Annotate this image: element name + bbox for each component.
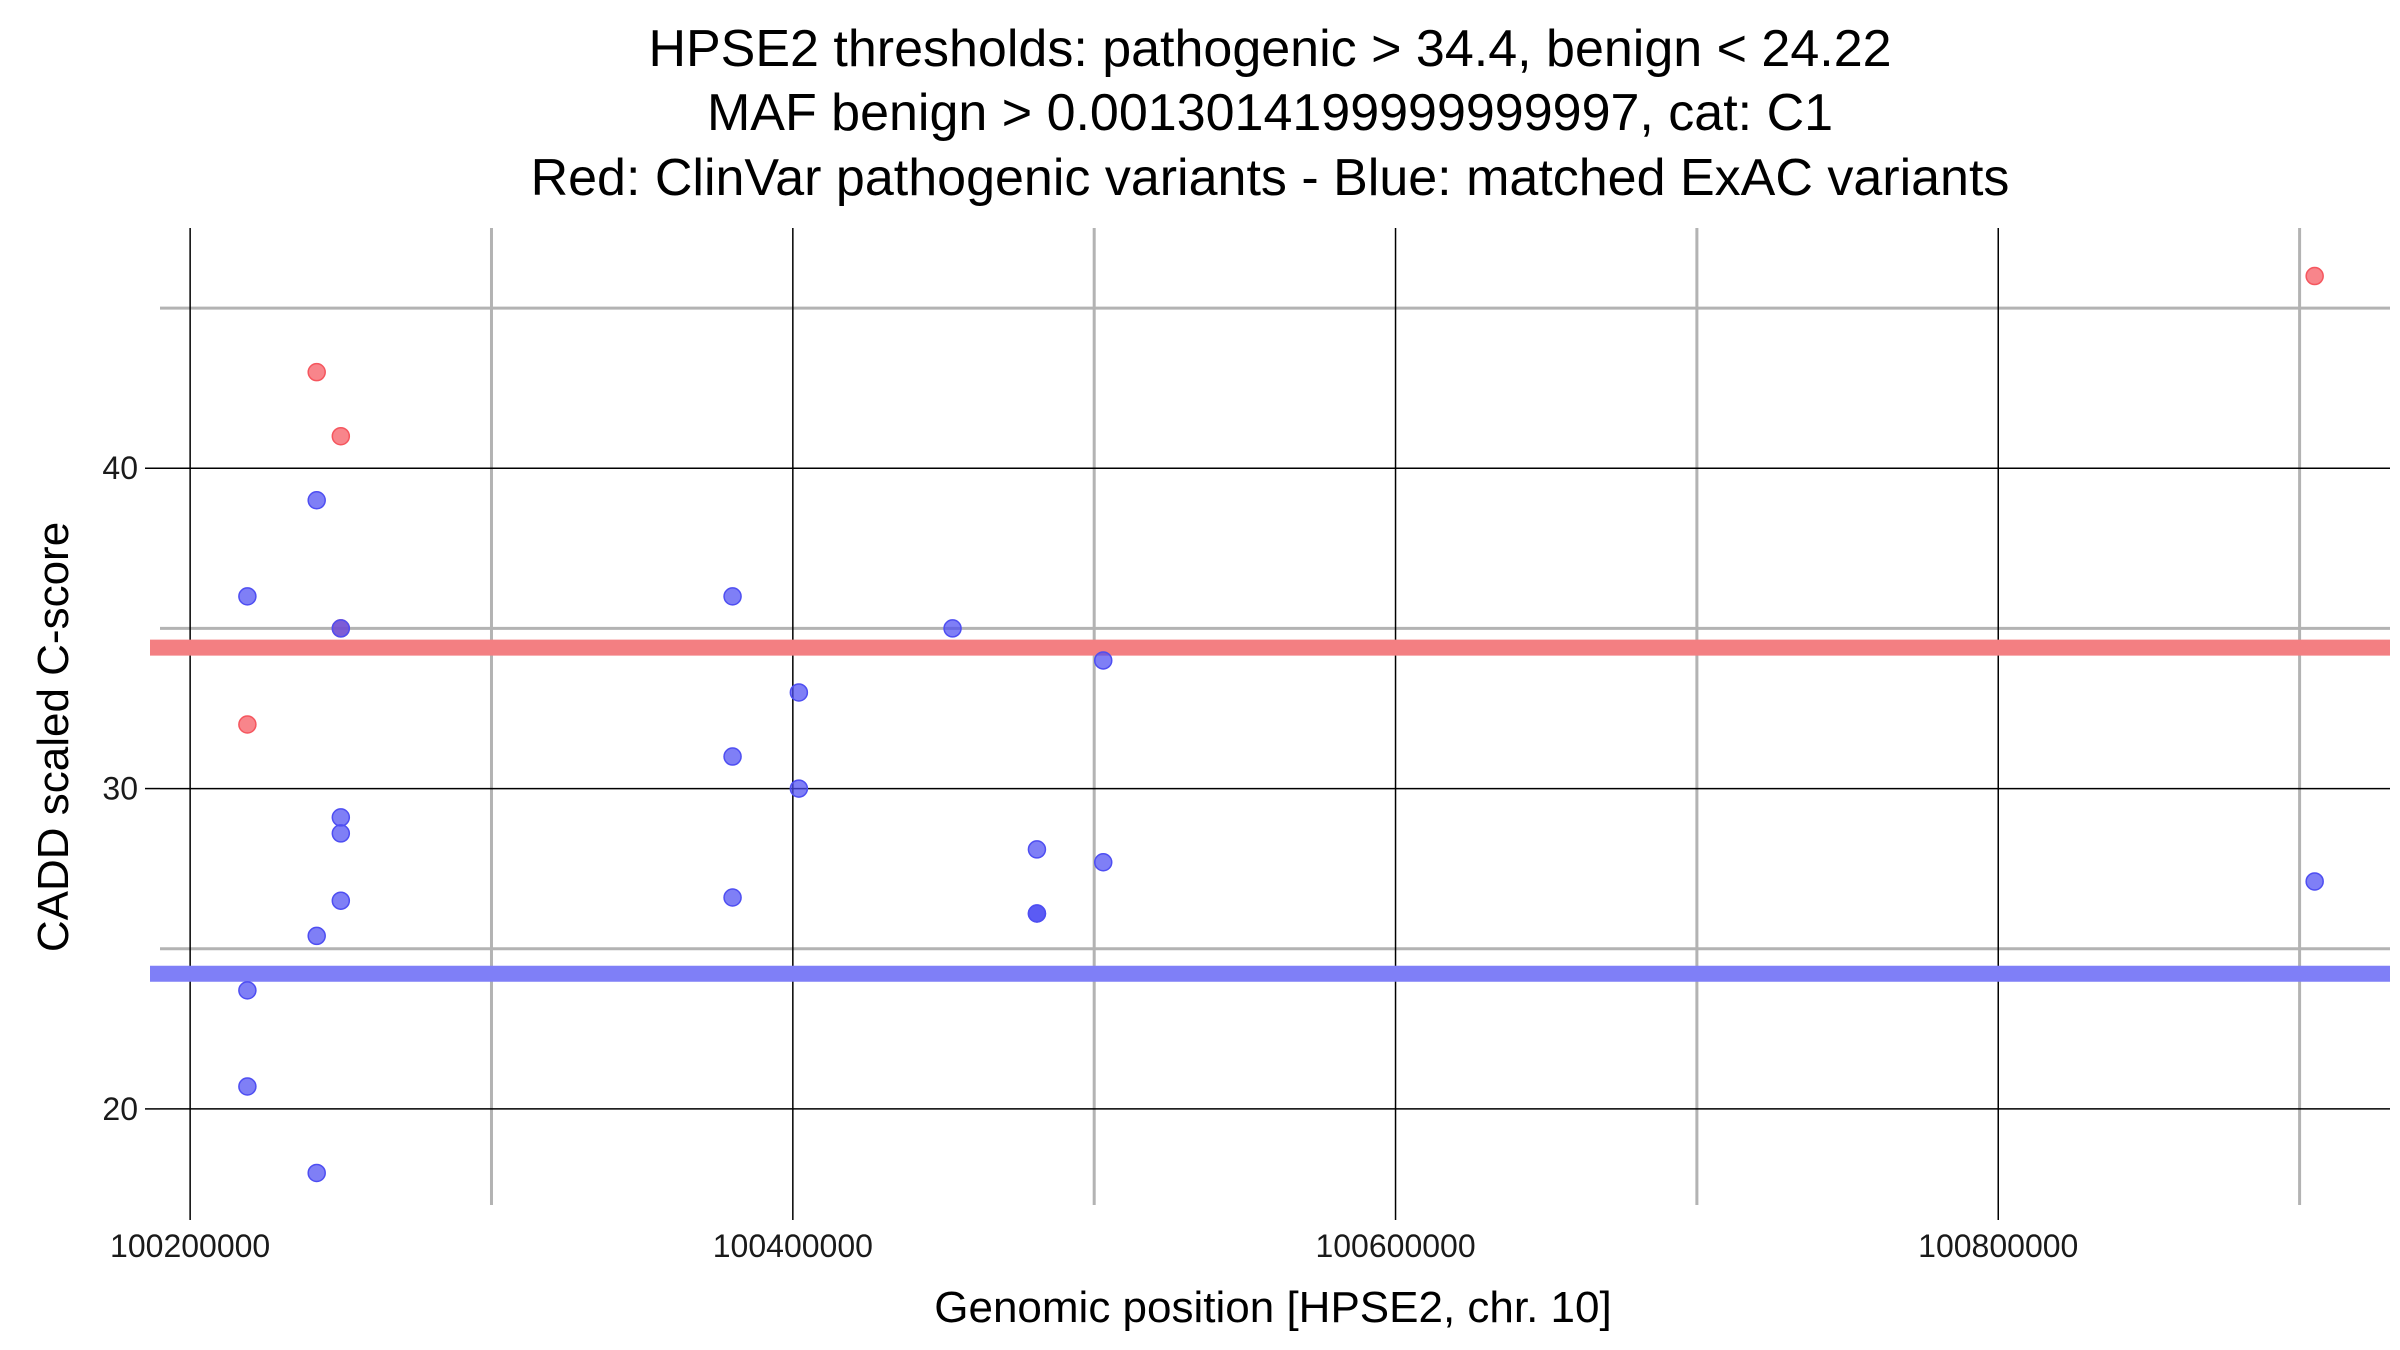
x-axis-label: Genomic position [HPSE2, chr. 10] xyxy=(934,1283,1611,1332)
data-point-blue xyxy=(723,888,742,907)
data-point-blue xyxy=(789,779,809,798)
data-point-blue xyxy=(331,619,351,638)
data-point-blue xyxy=(2305,872,2324,891)
major-gridlines xyxy=(160,228,2390,1205)
y-axis-ticks: 20 30 40 xyxy=(102,450,160,1127)
data-point-blue xyxy=(789,683,809,702)
data-point-blue xyxy=(1027,840,1047,859)
data-points xyxy=(238,266,2324,1183)
data-point-blue xyxy=(1093,651,1113,670)
chart-title-line-1: HPSE2 thresholds: pathogenic > 34.4, ben… xyxy=(648,20,1891,78)
data-point-blue xyxy=(307,926,326,946)
data-point-red xyxy=(2305,266,2324,286)
minor-gridlines xyxy=(160,228,2390,1205)
x-tick-label: 100200000 xyxy=(110,1228,270,1264)
data-point-blue xyxy=(238,1077,257,1096)
x-tick-label: 100800000 xyxy=(1918,1228,2078,1264)
data-point-blue xyxy=(331,891,351,910)
y-tick-label: 40 xyxy=(102,450,138,486)
y-tick-label: 30 xyxy=(102,771,138,807)
y-tick-label: 20 xyxy=(102,1091,138,1127)
data-point-blue xyxy=(307,1163,326,1183)
data-point-blue xyxy=(1093,852,1113,872)
data-point-blue xyxy=(331,824,351,843)
threshold-lines xyxy=(150,639,2390,982)
data-point-blue xyxy=(331,808,351,827)
chart-title: HPSE2 thresholds: pathogenic > 34.4, ben… xyxy=(531,20,2010,207)
data-point-blue xyxy=(238,587,257,606)
data-point-blue xyxy=(307,491,326,510)
data-point-red xyxy=(238,715,257,734)
chart-title-line-2: MAF benign > 0.0013014199999999997, cat:… xyxy=(707,84,1833,142)
data-point-red xyxy=(331,426,351,446)
data-point-blue xyxy=(723,747,742,766)
x-tick-label: 100600000 xyxy=(1315,1228,1475,1264)
data-point-blue xyxy=(238,981,257,1000)
y-axis-label: CADD scaled C-score xyxy=(29,522,78,952)
data-point-blue xyxy=(1027,904,1047,923)
data-point-red xyxy=(307,362,326,382)
x-axis-ticks: 100200000 100400000 100600000 100800000 xyxy=(110,1205,2078,1264)
data-point-blue xyxy=(943,619,962,638)
data-point-blue xyxy=(723,587,742,606)
chart-title-line-3: Red: ClinVar pathogenic variants - Blue:… xyxy=(531,149,2010,207)
x-tick-label: 100400000 xyxy=(713,1228,873,1264)
